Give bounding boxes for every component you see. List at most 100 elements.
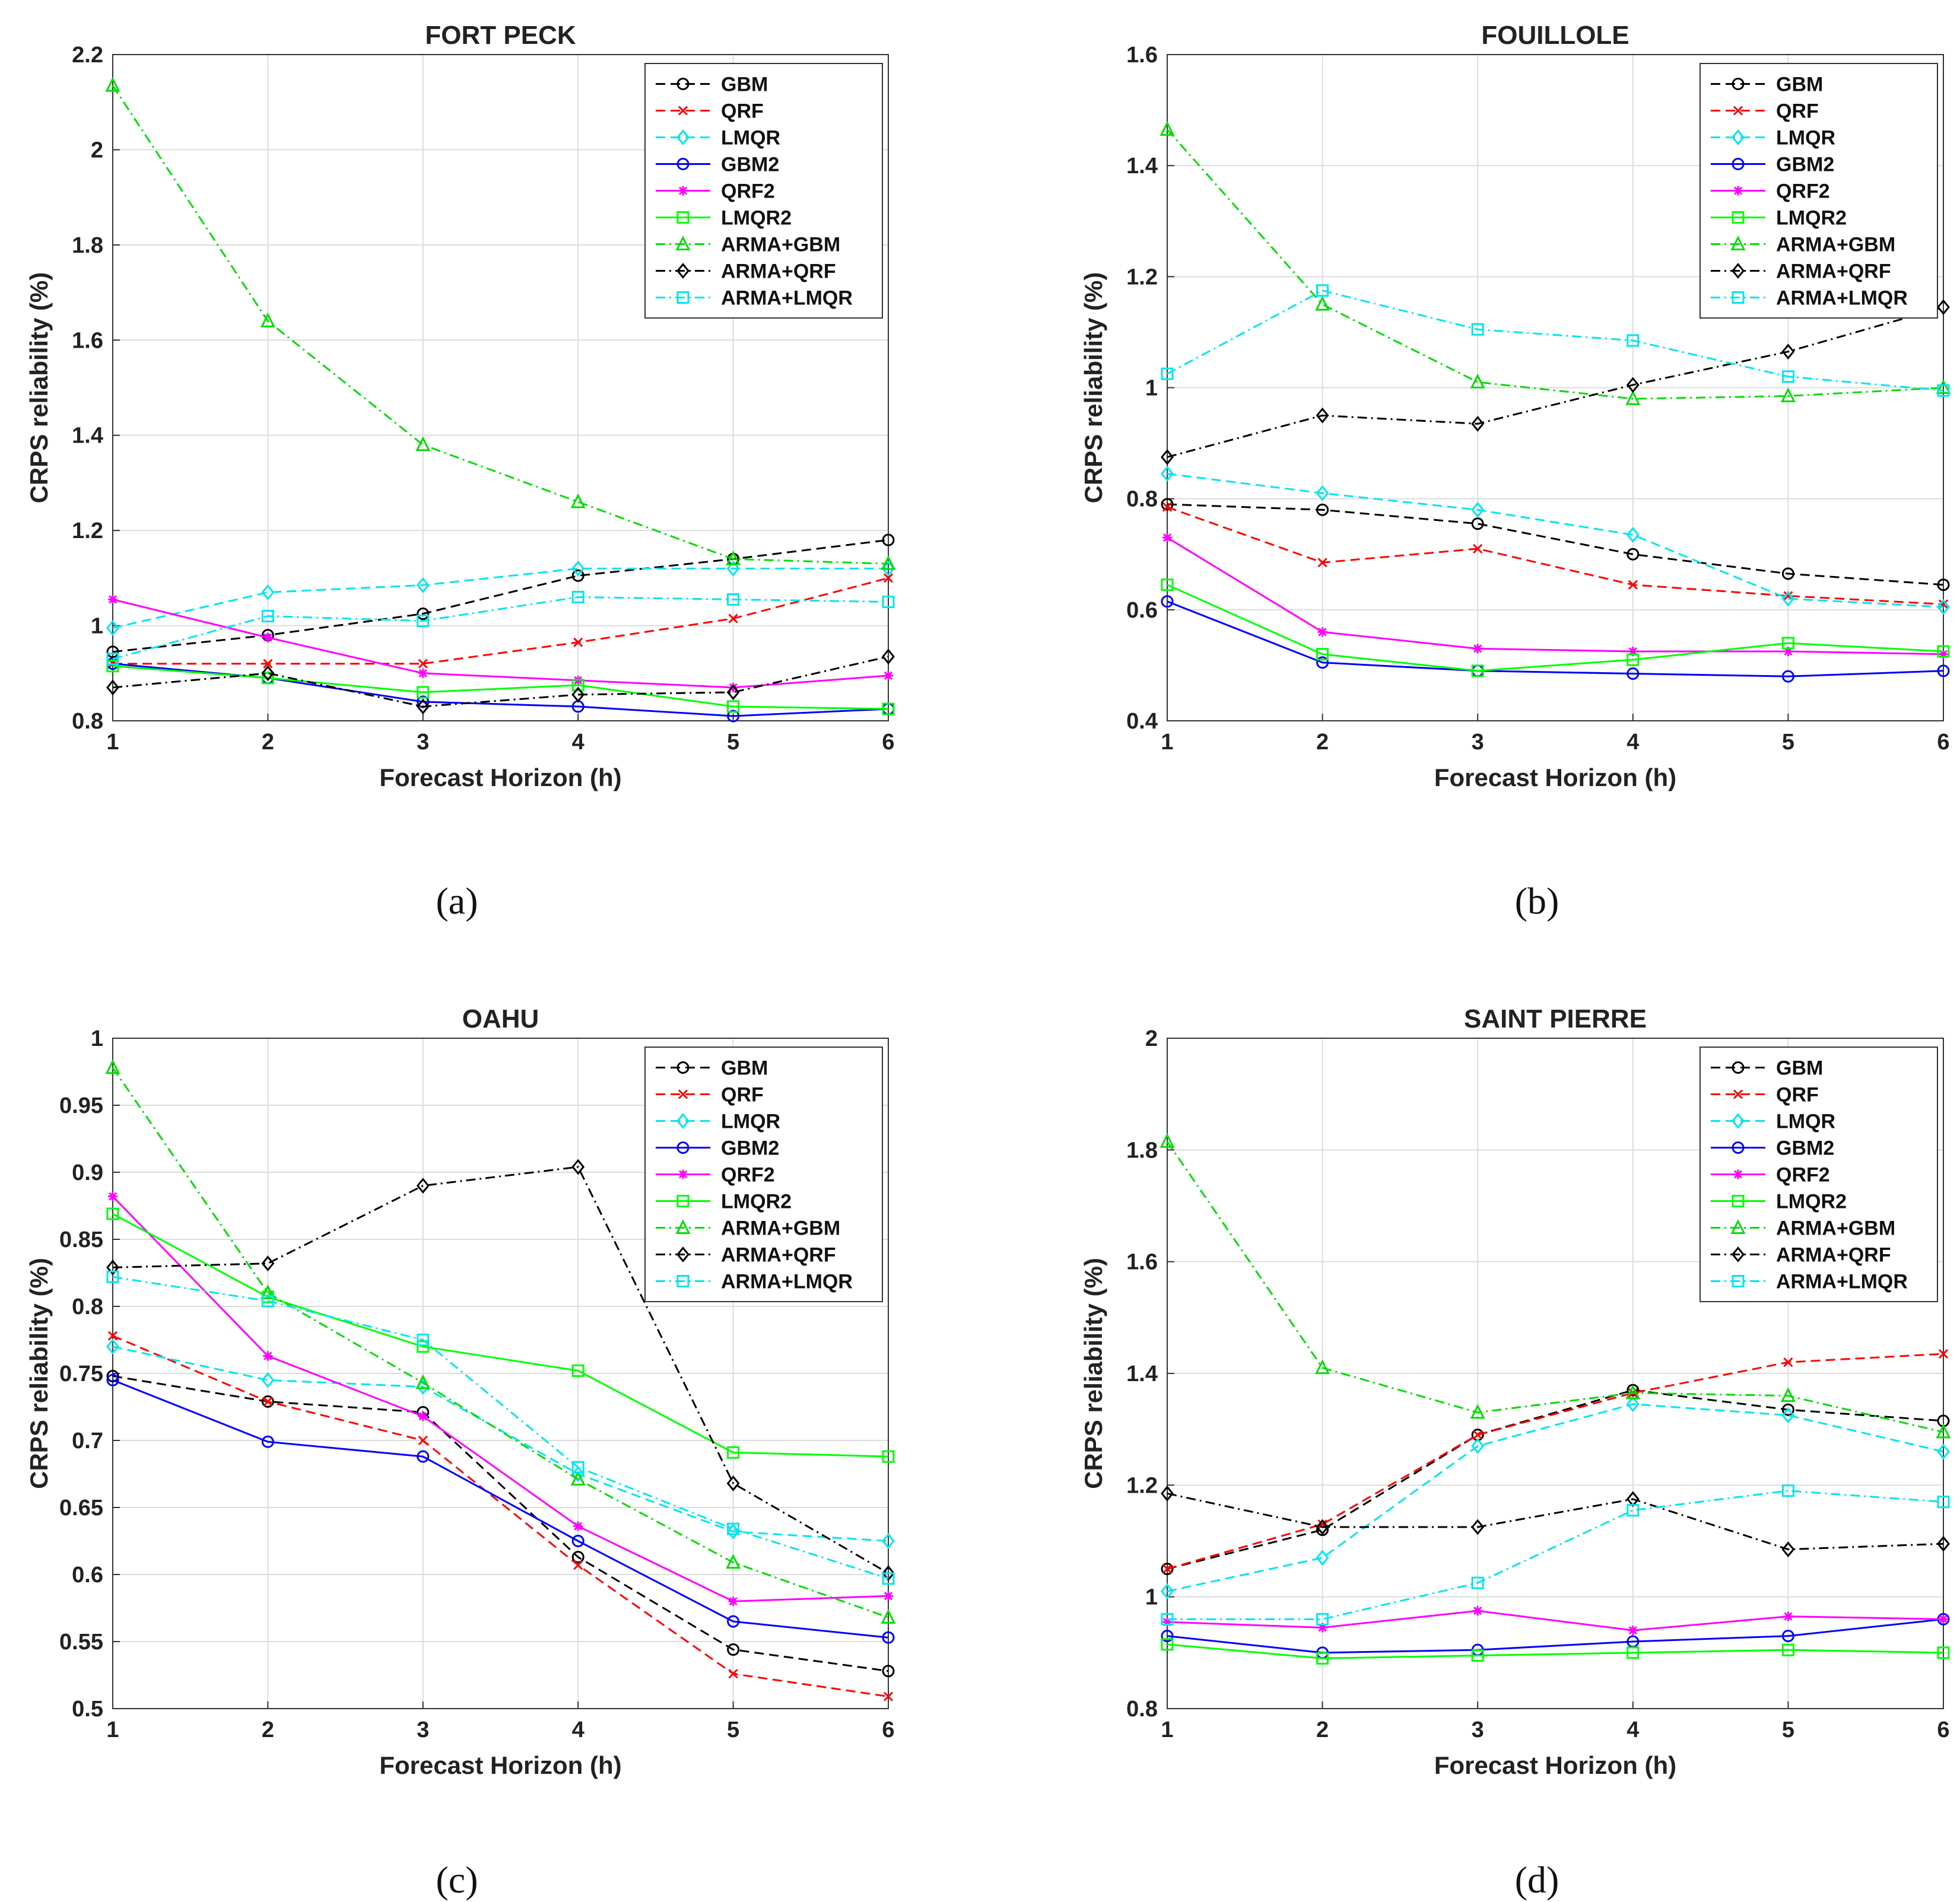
data-point: [1781, 567, 1794, 580]
legend-label: ARMA+LMQR: [721, 287, 853, 310]
legend-label: QRF: [1776, 100, 1819, 123]
series-lmqr: [106, 560, 895, 636]
data-point: [1317, 1623, 1327, 1633]
data-point: [261, 1435, 274, 1448]
series-line: [112, 1195, 889, 1602]
legend-label: QRF: [721, 100, 764, 123]
x-axis-label: Forecast Horizon (h): [379, 1751, 621, 1779]
data-point: [1473, 1606, 1483, 1616]
data-point: [1315, 1359, 1330, 1375]
series-line: [1166, 129, 1944, 400]
legend-label: ARMA+QRF: [1776, 1244, 1891, 1267]
data-point: [106, 1259, 119, 1276]
series-lmqr2: [1161, 1638, 1950, 1665]
legend-entry: ARMA+QRF: [1711, 260, 1891, 283]
x-tick-label: 6: [882, 730, 894, 755]
legend-label: LMQR2: [1776, 1191, 1847, 1213]
data-point: [1161, 578, 1174, 591]
legend-entry: GBM2: [656, 154, 779, 176]
legend-marker: [676, 1195, 690, 1207]
data-point: [571, 569, 584, 582]
series-line: [1167, 1490, 1944, 1620]
series-arma-lmqr: [1161, 1484, 1950, 1626]
series-line: [112, 656, 889, 708]
data-point: [1936, 1423, 1951, 1439]
legend-marker: [1732, 78, 1745, 90]
data-point: [1937, 645, 1950, 658]
y-tick-label: 0.4: [1126, 709, 1158, 734]
legend-marker: [1730, 1219, 1746, 1234]
legend-marker: [1733, 1169, 1743, 1179]
series-line: [1167, 1643, 1944, 1659]
data-point: [1783, 1611, 1793, 1621]
data-point: [1161, 1486, 1174, 1502]
data-point: [1316, 485, 1329, 501]
legend-entry: ARMA+LMQR: [1711, 287, 1908, 310]
data-point: [1937, 1496, 1950, 1509]
data-point: [727, 1615, 740, 1628]
legend-label: LMQR: [721, 127, 780, 150]
data-point: [416, 698, 430, 715]
series-line: [112, 85, 889, 565]
series-qrf2: [1162, 1606, 1948, 1636]
data-point: [1316, 656, 1329, 669]
data-point: [728, 1669, 738, 1679]
legend-entry: GBM2: [1711, 1137, 1834, 1160]
data-point: [105, 77, 120, 92]
data-point: [727, 1446, 740, 1459]
data-point: [726, 560, 740, 577]
data-point: [1317, 627, 1327, 637]
y-axis-label: CRPS reliability (%): [25, 272, 53, 504]
data-point: [1317, 558, 1327, 568]
series-line: [1167, 506, 1944, 605]
legend-label: ARMA+GBM: [1776, 1217, 1895, 1240]
x-tick-label: 1: [106, 730, 119, 755]
legend-entry: GBM2: [656, 1137, 779, 1160]
data-point: [1937, 599, 1950, 615]
series-gbm2: [1161, 595, 1950, 683]
legend-label: GBM2: [1776, 154, 1834, 176]
data-point: [263, 1351, 273, 1361]
data-point: [1160, 120, 1175, 136]
legend-entry: GBM: [1711, 1057, 1823, 1080]
data-point: [1316, 1550, 1329, 1566]
series-line: [112, 1375, 889, 1672]
legend: GBM QRF LMQR GBM2 QRF2 LMQR2 ARMA+GBM ARMA+QRF A…: [644, 63, 883, 319]
data-point: [1626, 1396, 1640, 1413]
y-tick-label: 1.4: [1126, 154, 1158, 179]
data-point: [417, 608, 430, 621]
series-arma-gbm: [1160, 1133, 1951, 1439]
data-point: [1470, 373, 1485, 389]
x-tick-label: 3: [1472, 1717, 1484, 1742]
x-tick-label: 4: [1627, 730, 1639, 755]
series-line: [112, 1276, 889, 1580]
data-point: [1161, 595, 1174, 608]
legend: GBM QRF LMQR GBM2 QRF2 LMQR2 ARMA+GBM ARMA+QRF A…: [1699, 1047, 1938, 1302]
data-point: [1938, 1348, 1949, 1359]
legend-marker: [1732, 291, 1745, 304]
data-point: [726, 1554, 741, 1569]
data-point: [1161, 1638, 1174, 1651]
data-point: [882, 1572, 895, 1585]
data-point: [1471, 415, 1485, 432]
series-qrf2: [1162, 533, 1948, 659]
data-point: [106, 1338, 119, 1355]
data-point: [1781, 1484, 1794, 1497]
legend-entry: QRF: [656, 1084, 764, 1106]
data-point: [417, 686, 430, 699]
data-point: [1625, 390, 1641, 405]
data-point: [1161, 466, 1174, 482]
legend-entry: ARMA+GBM: [1711, 1217, 1895, 1240]
x-tick-label: 1: [1161, 730, 1173, 755]
axes-frame: [112, 54, 889, 721]
data-point: [882, 595, 895, 608]
data-point: [1628, 1626, 1638, 1636]
data-point: [1939, 649, 1948, 659]
legend-label: ARMA+LMQR: [1776, 1271, 1908, 1293]
data-point: [1781, 1541, 1795, 1557]
series-line: [112, 596, 889, 660]
data-point: [106, 1373, 119, 1386]
data-point: [1162, 502, 1173, 512]
x-axis-label: Forecast Horizon (h): [1434, 764, 1676, 791]
series-lmqr2: [1161, 578, 1950, 678]
